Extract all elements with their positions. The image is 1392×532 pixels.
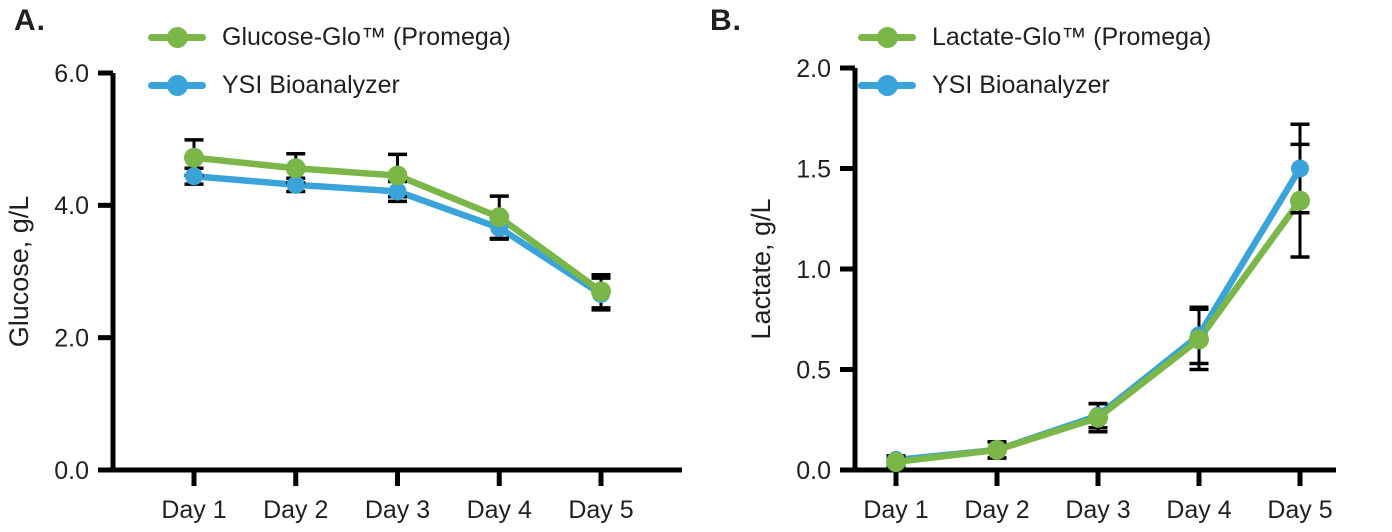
x-tick-label: Day 5 [1267,496,1332,524]
y-tick-label: 4.0 [54,192,89,220]
panel-b-legend: Lactate-Glo™ (Promega) YSI Bioanalyzer [858,13,1211,109]
x-tick-label: Day 3 [1065,496,1130,524]
data-point [1088,407,1108,428]
data-point [185,167,203,186]
y-tick-label: 1.0 [796,256,831,284]
data-point [886,451,906,472]
panel-a: 0.0 2.0 4.0 6.0 Day 1 Day 2 Day 3 Day 4 Day 5 Glu… [4,4,682,524]
data-point [591,281,611,302]
data-point [184,147,204,168]
y-axis-title: Lactate, g/L [746,198,776,339]
line-dot-marker-icon [148,74,206,96]
x-tick-label: Day 2 [263,496,328,524]
legend-item: Lactate-Glo™ (Promega) [858,13,1211,61]
legend-label: Lactate-Glo™ (Promega) [932,22,1212,51]
data-point [1189,329,1209,350]
glucose-chart: 0.0 2.0 4.0 6.0 Day 1 Day 2 Day 3 Day 4 Day 5 Glu… [4,60,682,524]
legend-label: YSI Bioanalyzer [222,70,400,99]
panel-a-legend: Glucose-Glo™ (Promega) YSI Bioanalyzer [148,13,511,109]
panel-b-label: B. [710,4,742,37]
y-tick-label: 2.0 [796,55,831,83]
legend-label: Glucose-Glo™ (Promega) [222,22,511,51]
line-dot-marker-icon [858,74,916,96]
data-point [1290,190,1310,211]
data-point [387,165,408,186]
data-point [987,439,1007,460]
x-tick-label: Day 3 [365,496,430,524]
data-point [285,158,306,179]
x-tick-label: Day 2 [964,496,1029,524]
x-tick-label: Day 1 [161,496,226,524]
panel-b: 0.0 0.5 1.0 1.5 2.0 Day 1 Day 2 Day 3 Day 4 Day 5… [696,0,1392,532]
data-point [1291,159,1309,178]
legend-item: YSI Bioanalyzer [858,61,1211,109]
y-tick-label: 6.0 [54,60,89,88]
legend-label: YSI Bioanalyzer [932,70,1110,99]
panel-a-label: A. [14,4,46,37]
x-tick-label: Day 5 [568,496,633,524]
legend-item: YSI Bioanalyzer [148,61,511,109]
y-tick-label: 0.0 [54,457,89,485]
y-axis-title: Glucose, g/L [4,196,34,348]
lactate-chart: 0.0 0.5 1.0 1.5 2.0 Day 1 Day 2 Day 3 Day 4 Day 5… [746,55,1336,524]
y-tick-label: 0.5 [796,356,831,384]
line-dot-marker-icon [858,26,916,48]
data-point [388,182,407,201]
data-point [286,175,305,194]
y-tick-label: 2.0 [54,324,89,352]
y-tick-label: 0.0 [796,457,831,485]
line-dot-marker-icon [148,26,206,48]
x-tick-label: Day 1 [863,496,928,524]
y-tick-label: 1.5 [796,155,831,183]
x-tick-label: Day 4 [467,496,532,524]
data-point [489,207,510,228]
x-tick-label: Day 4 [1166,496,1231,524]
legend-item: Glucose-Glo™ (Promega) [148,13,511,61]
